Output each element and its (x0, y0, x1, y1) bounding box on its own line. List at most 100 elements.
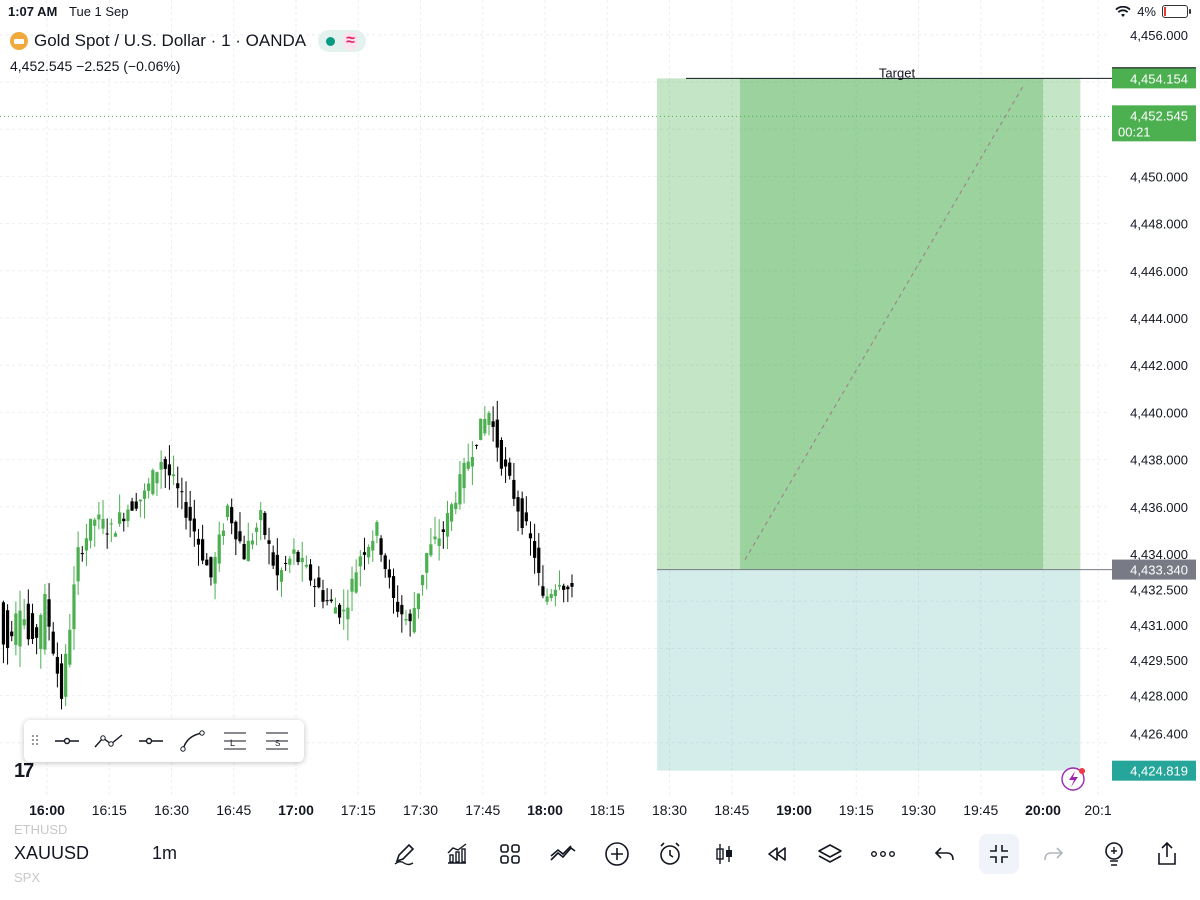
price-tick-label: 4,438.000 (1130, 453, 1188, 468)
candle-body (122, 518, 126, 522)
candle-body (246, 540, 250, 562)
candle-body (329, 599, 333, 602)
tradingview-logo[interactable]: 17 (14, 760, 34, 782)
candle-body (97, 514, 101, 520)
candle-body (333, 607, 338, 614)
path-icon[interactable] (88, 720, 130, 762)
price-label-box (1112, 559, 1196, 580)
undo-icon[interactable] (925, 834, 965, 874)
data-delay-icon: ≈ (343, 32, 358, 50)
candle-body (263, 512, 267, 536)
chart-legend: Gold Spot / U.S. Dollar · 1 · OANDA ≈ 4,… (10, 30, 366, 74)
candle-body (118, 512, 122, 524)
candle-body (387, 569, 391, 578)
candle-body (420, 575, 425, 586)
price-tick-label: 4,426.400 (1130, 726, 1188, 741)
candle-body (367, 547, 371, 558)
collapse-fullscreen-icon[interactable] (979, 834, 1019, 874)
candle-body (26, 603, 30, 640)
trend-line-icon[interactable] (172, 720, 214, 762)
candle-body (466, 461, 470, 469)
ideas-lightbulb-icon[interactable] (1094, 834, 1134, 874)
candle-body (68, 629, 72, 665)
draw-pen-icon[interactable] (384, 834, 424, 874)
candle-body (396, 601, 400, 612)
candle-body (84, 538, 89, 551)
candle-body (43, 593, 47, 650)
redo-icon[interactable] (1033, 834, 1073, 874)
time-tick-label: 16:45 (216, 802, 251, 818)
candle-body (462, 462, 466, 489)
price-label-badge: 4,433.340 (1112, 559, 1196, 580)
price-label-box (1112, 760, 1196, 781)
previous-symbol[interactable]: ETHUSD (14, 822, 68, 837)
time-tick-label: 20:00 (1025, 802, 1061, 818)
symbol-title[interactable]: Gold Spot / U.S. Dollar · 1 · OANDA (34, 31, 307, 50)
symbol-selector[interactable]: XAUUSD (14, 843, 90, 863)
long-position-icon[interactable]: L (214, 720, 256, 762)
add-icon[interactable] (597, 834, 637, 874)
candle-body (205, 559, 209, 566)
candle-body (313, 586, 317, 588)
candle-body (18, 610, 22, 647)
candle-body (72, 584, 76, 630)
next-symbol[interactable]: SPX (14, 870, 41, 885)
price-label-box (1112, 68, 1196, 89)
candle-body (5, 610, 10, 648)
candle-body (408, 613, 412, 622)
candle-body (383, 555, 387, 570)
candle-body (76, 547, 80, 582)
candle-body (557, 585, 562, 587)
drag-handle-icon[interactable]: ⠿ (29, 732, 41, 749)
candle-body (454, 502, 458, 510)
candle-body (105, 533, 109, 535)
interval-selector[interactable]: 1m (152, 843, 178, 863)
horizontal-ray-icon[interactable] (130, 720, 172, 762)
candle-body (221, 530, 225, 536)
candle-body (445, 513, 450, 537)
candle-body (288, 558, 292, 565)
time-tick-label: 16:30 (154, 802, 189, 818)
market-status-pill[interactable]: ≈ (318, 30, 366, 52)
horizontal-line-icon[interactable] (46, 720, 88, 762)
candle-body (499, 440, 504, 469)
candle-body (300, 557, 304, 563)
replay-icon[interactable] (757, 834, 797, 874)
candle-body (275, 554, 279, 576)
price-tick-label: 4,428.000 (1130, 689, 1188, 704)
price-tick-label: 4,431.000 (1130, 618, 1188, 633)
gold-coin-icon (10, 32, 28, 50)
time-tick-label: 19:15 (839, 802, 874, 818)
price-tick-label: 4,436.000 (1130, 500, 1188, 515)
candle-body (217, 534, 221, 564)
candle-body (109, 523, 113, 525)
price-tick-label: 4,456.000 (1130, 28, 1188, 43)
candle-body (524, 512, 528, 522)
candle-body (14, 613, 18, 645)
target-label: Target (879, 65, 916, 80)
candles-type-icon[interactable] (704, 834, 744, 874)
time-tick-label: 18:00 (527, 802, 563, 818)
candle-body (213, 556, 217, 584)
compare-icon[interactable] (543, 834, 583, 874)
layouts-grid-icon[interactable] (490, 834, 530, 874)
layers-icon[interactable] (810, 834, 850, 874)
candle-body (225, 505, 230, 518)
svg-text:S: S (275, 739, 280, 748)
candle-body (234, 521, 238, 540)
candle-body (317, 577, 321, 588)
candle-body (296, 551, 300, 563)
indicators-icon[interactable] (437, 834, 477, 874)
price-tick-label: 4,440.000 (1130, 405, 1188, 420)
price-label-countdown: 00:21 (1118, 124, 1151, 139)
candle-body (230, 507, 234, 524)
alert-clock-icon[interactable] (650, 834, 690, 874)
candle-body (292, 549, 296, 554)
share-icon[interactable] (1147, 834, 1187, 874)
candle-body (267, 540, 271, 544)
more-icon[interactable] (863, 834, 903, 874)
short-position-icon[interactable]: S (256, 720, 298, 762)
candle-body (570, 582, 574, 587)
candle-body (196, 538, 201, 545)
